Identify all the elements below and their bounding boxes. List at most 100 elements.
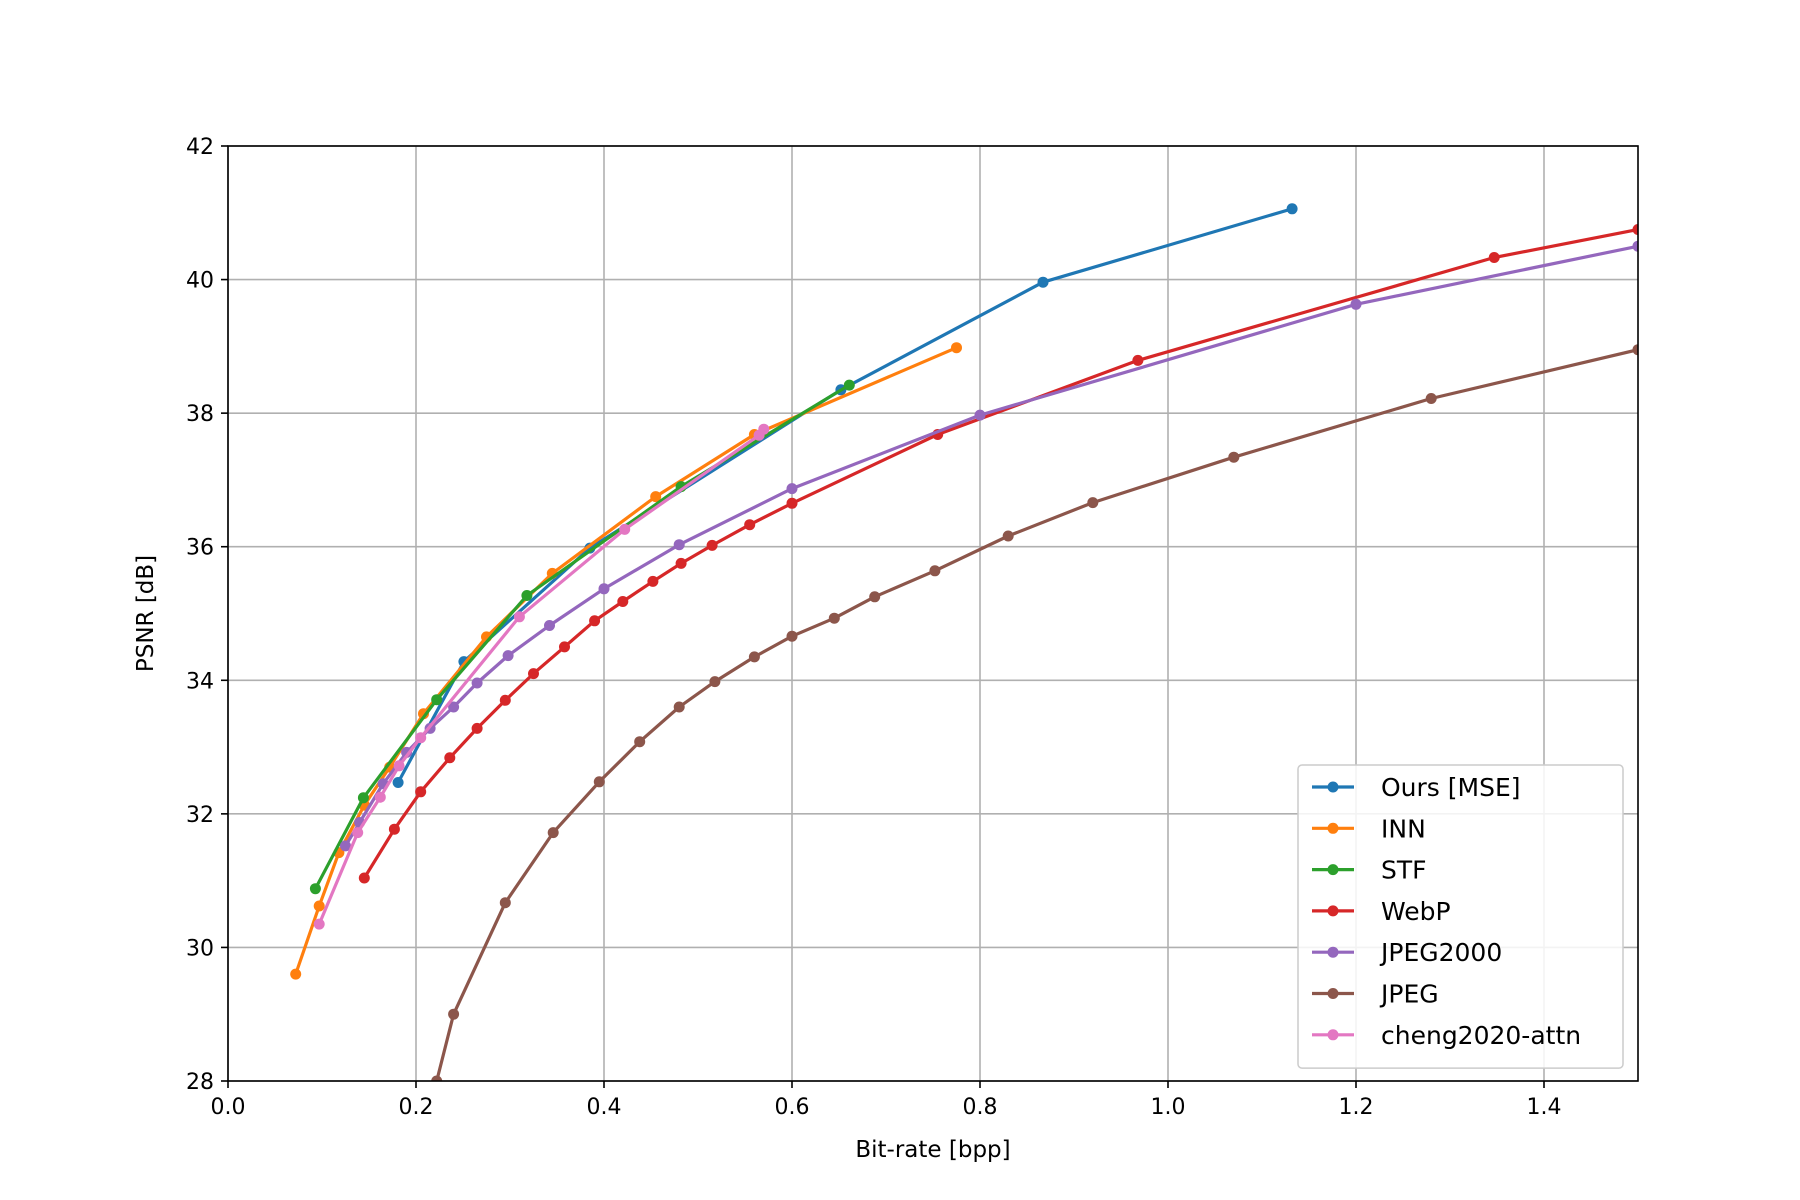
data-point	[1425, 393, 1437, 404]
data-point	[673, 701, 685, 713]
plot-area	[290, 203, 1638, 1081]
data-point	[869, 591, 881, 603]
data-point	[388, 823, 400, 835]
x-tick-label: 0.0	[211, 1095, 246, 1120]
y-tick-label: 30	[186, 936, 214, 961]
data-point	[431, 694, 443, 706]
data-point	[589, 615, 601, 627]
data-point	[415, 786, 427, 798]
data-point	[974, 409, 986, 421]
legend-label: WebP	[1381, 897, 1451, 926]
data-point	[499, 694, 511, 706]
data-point	[547, 827, 559, 839]
x-axis-label: Bit-rate [bpp]	[855, 1137, 1010, 1163]
legend-swatch-marker	[1327, 781, 1339, 793]
series-line	[435, 348, 1638, 1081]
data-point	[1002, 530, 1014, 542]
data-point	[559, 641, 570, 653]
data-point	[340, 840, 351, 852]
legend-box	[1297, 764, 1624, 1069]
legend-label: JPEG	[1379, 980, 1439, 1009]
legend-label: JPEG2000	[1379, 938, 1502, 967]
legend-swatch-marker	[1327, 1029, 1339, 1041]
data-point	[929, 565, 941, 577]
data-point	[431, 1075, 443, 1081]
y-tick-label: 40	[186, 269, 214, 294]
data-point	[748, 651, 760, 663]
legend-swatch-marker	[1327, 822, 1339, 834]
x-tick-label: 1.4	[1527, 1095, 1562, 1120]
data-point	[444, 752, 456, 764]
data-point	[619, 523, 631, 535]
data-point	[471, 722, 483, 734]
data-point	[706, 539, 718, 551]
data-point	[415, 732, 427, 744]
data-point	[513, 611, 525, 623]
data-point	[828, 612, 840, 624]
series-jpeg	[431, 344, 1638, 1081]
data-point	[392, 777, 404, 788]
data-point	[499, 897, 511, 909]
data-point	[1488, 252, 1500, 263]
legend-label: Ours [MSE]	[1381, 773, 1521, 802]
series-jpeg2000	[340, 240, 1638, 852]
data-point	[598, 583, 610, 595]
axes-frame	[227, 145, 1639, 1082]
series-webp	[358, 224, 1638, 884]
ticks: 0.0 0.2 0.4 0.6 0.8 1.0 1.2 1.4 28 30 32 34 36 38 40 42	[186, 135, 1562, 1120]
legend-label: INN	[1381, 814, 1426, 843]
data-point	[309, 883, 321, 895]
x-tick-label: 0.2	[399, 1095, 434, 1120]
data-point	[401, 746, 413, 758]
data-point	[617, 596, 629, 607]
data-point	[786, 497, 798, 509]
legend-swatch-marker	[1327, 864, 1339, 876]
legend-label: STF	[1381, 856, 1427, 885]
series-cheng2020-attn	[313, 423, 770, 930]
data-point	[843, 379, 855, 391]
data-point	[544, 620, 555, 631]
x-tick-label: 0.4	[587, 1095, 622, 1120]
x-tick-label: 0.6	[775, 1095, 810, 1120]
legend-item: cheng2020-attn	[1312, 1021, 1581, 1050]
data-point	[521, 590, 533, 601]
data-point	[1632, 344, 1638, 356]
data-point	[709, 676, 721, 688]
data-point	[593, 776, 605, 788]
data-point	[1037, 276, 1049, 288]
data-point	[1632, 240, 1638, 252]
legend-item: Ours [MSE]	[1312, 773, 1521, 802]
y-axis-label: PSNR [dB]	[133, 555, 159, 672]
y-tick-label: 36	[186, 536, 214, 561]
y-tick-label: 38	[186, 402, 214, 427]
data-point	[758, 423, 770, 435]
data-point	[1228, 451, 1240, 463]
y-tick-label: 42	[186, 135, 214, 160]
legend-swatch-marker	[1327, 905, 1339, 917]
legend-item: JPEG2000	[1312, 938, 1502, 967]
data-point	[313, 918, 325, 930]
data-point	[786, 483, 798, 495]
data-point	[786, 630, 798, 642]
data-point	[1132, 354, 1144, 366]
data-point	[352, 827, 364, 839]
data-point	[502, 650, 514, 662]
data-point	[471, 677, 483, 689]
data-point	[1632, 224, 1638, 235]
data-point	[744, 519, 756, 531]
legend: Ours [MSE] INN STF WebP JPEG2000 JPEG cheng202…	[1297, 764, 1624, 1069]
legend-item: INN	[1312, 814, 1426, 843]
data-point	[528, 668, 539, 680]
data-point	[675, 557, 687, 569]
data-point	[951, 342, 962, 354]
x-tick-label: 1.0	[1151, 1095, 1186, 1120]
data-point	[448, 1008, 460, 1020]
data-point	[448, 701, 460, 713]
legend-label: cheng2020-attn	[1381, 1021, 1581, 1050]
data-point	[393, 760, 405, 772]
x-tick-label: 1.2	[1339, 1095, 1374, 1120]
data-point	[357, 792, 369, 804]
data-point	[673, 539, 685, 551]
legend-item: WebP	[1312, 897, 1451, 926]
